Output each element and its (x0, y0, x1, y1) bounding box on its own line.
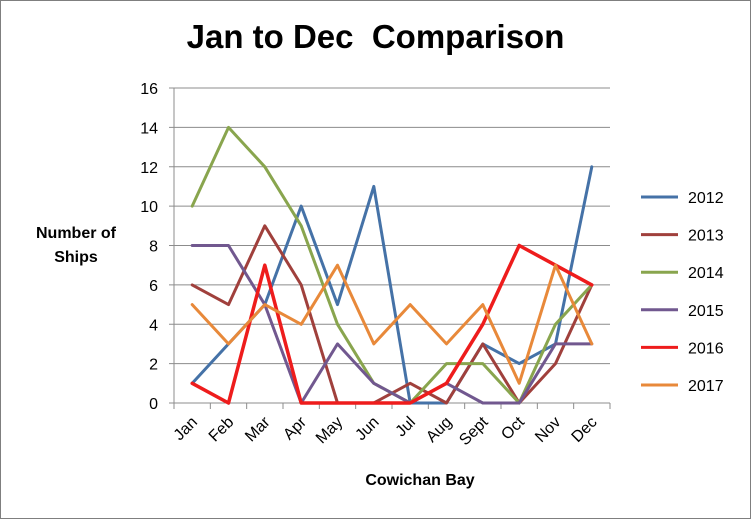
legend-label-2017: 2017 (688, 378, 724, 395)
x-tick-label: Feb (206, 414, 238, 446)
y-tick-label: 16 (140, 81, 158, 98)
x-tick-label: May (313, 414, 346, 447)
series-group (190, 125, 594, 405)
y-tick-label: 14 (140, 120, 158, 137)
x-tick-label: Apr (280, 413, 310, 443)
x-tick-label: Jul (393, 414, 419, 440)
chart-title: Jan to Dec Comparison (186, 18, 565, 55)
legend: 2012 2013 2014 2015 2016 2017 (641, 190, 724, 395)
y-tick-label: 2 (149, 357, 158, 374)
x-tick-label: Oct (498, 413, 528, 443)
x-tick-label: Aug (423, 414, 455, 446)
legend-label-2013: 2013 (688, 228, 724, 245)
series-line-2016 (190, 243, 594, 405)
y-tick-label: 0 (149, 396, 158, 413)
y-tick-label: 6 (149, 278, 158, 295)
x-tick-label: Nov (532, 414, 564, 446)
y-axis-title: Number of Ships (36, 225, 116, 266)
x-tick-label: Dec (569, 414, 601, 446)
legend-label-2012: 2012 (688, 190, 724, 207)
legend-label-2015: 2015 (688, 303, 724, 320)
x-axis-title: Cowichan Bay (365, 472, 475, 489)
x-tick-label: Sept (456, 413, 492, 449)
legend-label-2014: 2014 (688, 265, 724, 282)
legend-label-2016: 2016 (688, 340, 724, 357)
y-tick-label: 12 (140, 160, 158, 177)
x-tick-label: Jan (171, 414, 201, 444)
series-line-2017 (190, 263, 594, 385)
y-tick-label: 4 (149, 317, 158, 334)
x-tick-label: Mar (242, 413, 274, 445)
x-tick-label: Jun (352, 414, 382, 444)
y-tick-label: 10 (140, 199, 158, 216)
y-tick-label: 8 (149, 239, 158, 256)
series-line-2014 (190, 125, 594, 405)
